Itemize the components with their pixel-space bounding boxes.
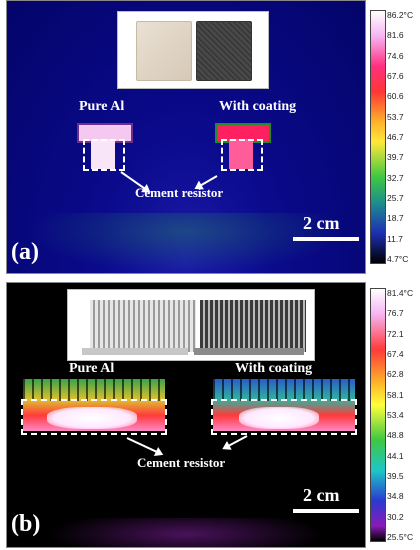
arrow-left: [126, 437, 162, 455]
resistor-outline-right: [221, 139, 263, 171]
pure-al-hot-core: [47, 407, 137, 429]
with-coating-label: With coating: [235, 361, 313, 376]
resistor-outline-left: [21, 399, 167, 435]
thermal-panel-a: Pure Al With coating Cement resistor (a)…: [6, 0, 366, 274]
background-glow: [47, 518, 325, 547]
tick: 30.2: [387, 511, 404, 522]
tick: 18.7: [387, 213, 404, 224]
colorbar-a: 86.2°C 81.6 74.6 67.6 60.6 53.7 46.7 39.…: [370, 10, 420, 264]
pure-al-plate: [136, 21, 192, 81]
coated-plate: [196, 21, 252, 81]
tick: 34.8: [387, 491, 404, 502]
coated-heatsink: [200, 300, 306, 352]
panel-letter: (a): [11, 239, 39, 265]
panel-letter: (b): [11, 511, 41, 537]
tick: 74.6: [387, 50, 404, 61]
tick: 86.2°C: [387, 10, 414, 20]
tick: 39.7: [387, 152, 404, 163]
pure-al-heatsink: [90, 300, 196, 352]
scale-label: 2 cm: [303, 485, 340, 505]
tick: 53.7: [387, 111, 404, 122]
plates-photo: [117, 11, 269, 89]
pure-al-fins: [23, 379, 165, 401]
coated-fins: [213, 379, 355, 401]
arrow-right: [223, 435, 248, 450]
resistor-outline-left: [83, 139, 125, 171]
heatsink-base-right: [194, 348, 304, 355]
pure-al-label: Pure Al: [69, 361, 115, 376]
tick: 46.7: [387, 131, 404, 142]
pure-al-stem: [91, 139, 115, 169]
coated-hot-core: [239, 407, 319, 429]
background-glow: [27, 213, 345, 273]
colorbar-gradient: [370, 288, 386, 542]
heatsink-base-left: [82, 348, 188, 355]
tick: 76.7: [387, 308, 404, 319]
with-coating-label: With coating: [219, 99, 297, 114]
tick: 32.7: [387, 172, 404, 183]
colorbar-ticks: 86.2°C 81.6 74.6 67.6 60.6 53.7 46.7 39.…: [387, 10, 413, 264]
colorbar-gradient: [370, 10, 386, 264]
tick: 58.1: [387, 389, 404, 400]
colorbar-b: 81.4°C 76.7 72.1 67.4 62.8 58.1 53.4 48.…: [370, 288, 420, 542]
colorbar-ticks: 81.4°C 76.7 72.1 67.4 62.8 58.1 53.4 48.…: [387, 288, 413, 542]
scale-bar: [293, 237, 359, 241]
tick: 44.1: [387, 450, 404, 461]
scale-bar: [293, 509, 359, 513]
cement-resistor-label: Cement resistor: [137, 455, 226, 470]
tick: 11.7: [387, 233, 403, 244]
pure-al-label: Pure Al: [79, 99, 125, 114]
tick: 67.4: [387, 348, 404, 359]
tick: 72.1: [387, 328, 404, 339]
cement-resistor-label: Cement resistor: [135, 185, 224, 200]
tick: 39.5: [387, 470, 404, 481]
tick: 62.8: [387, 369, 404, 380]
tick: 4.7°C: [387, 253, 409, 264]
tick: 25.7: [387, 192, 404, 203]
resistor-outline-right: [211, 399, 357, 435]
coated-stem: [229, 139, 253, 169]
tick: 60.6: [387, 91, 404, 102]
tick: 48.8: [387, 430, 404, 441]
tick: 53.4: [387, 409, 404, 420]
tick: 67.6: [387, 70, 404, 81]
tick: 25.5°C: [387, 531, 414, 542]
scale-label: 2 cm: [303, 213, 340, 233]
thermal-panel-b: Pure Al With coating Cement resistor (b)…: [6, 282, 366, 548]
heatsinks-photo: [67, 289, 315, 361]
tick: 81.4°C: [387, 288, 414, 298]
tick: 81.6: [387, 30, 404, 41]
